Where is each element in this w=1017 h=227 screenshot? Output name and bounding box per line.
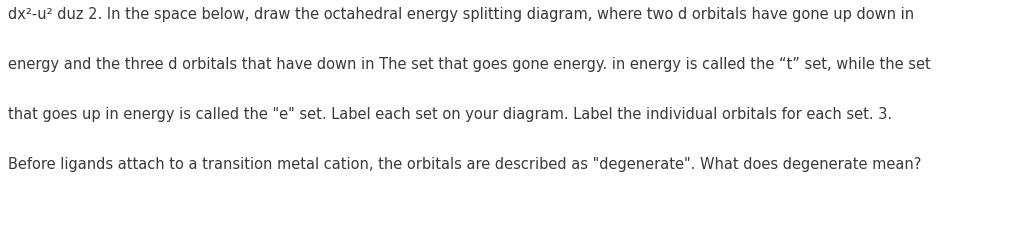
Text: dx²-u² duz 2. In the space below, draw the octahedral energy splitting diagram, : dx²-u² duz 2. In the space below, draw t… xyxy=(8,7,914,22)
Text: energy and the three d orbitals that have down in The set that goes gone energy.: energy and the three d orbitals that hav… xyxy=(8,57,931,72)
Text: Before ligands attach to a transition metal cation, the orbitals are described a: Before ligands attach to a transition me… xyxy=(8,157,921,172)
Text: that goes up in energy is called the "e" set. Label each set on your diagram. La: that goes up in energy is called the "e"… xyxy=(8,107,892,122)
